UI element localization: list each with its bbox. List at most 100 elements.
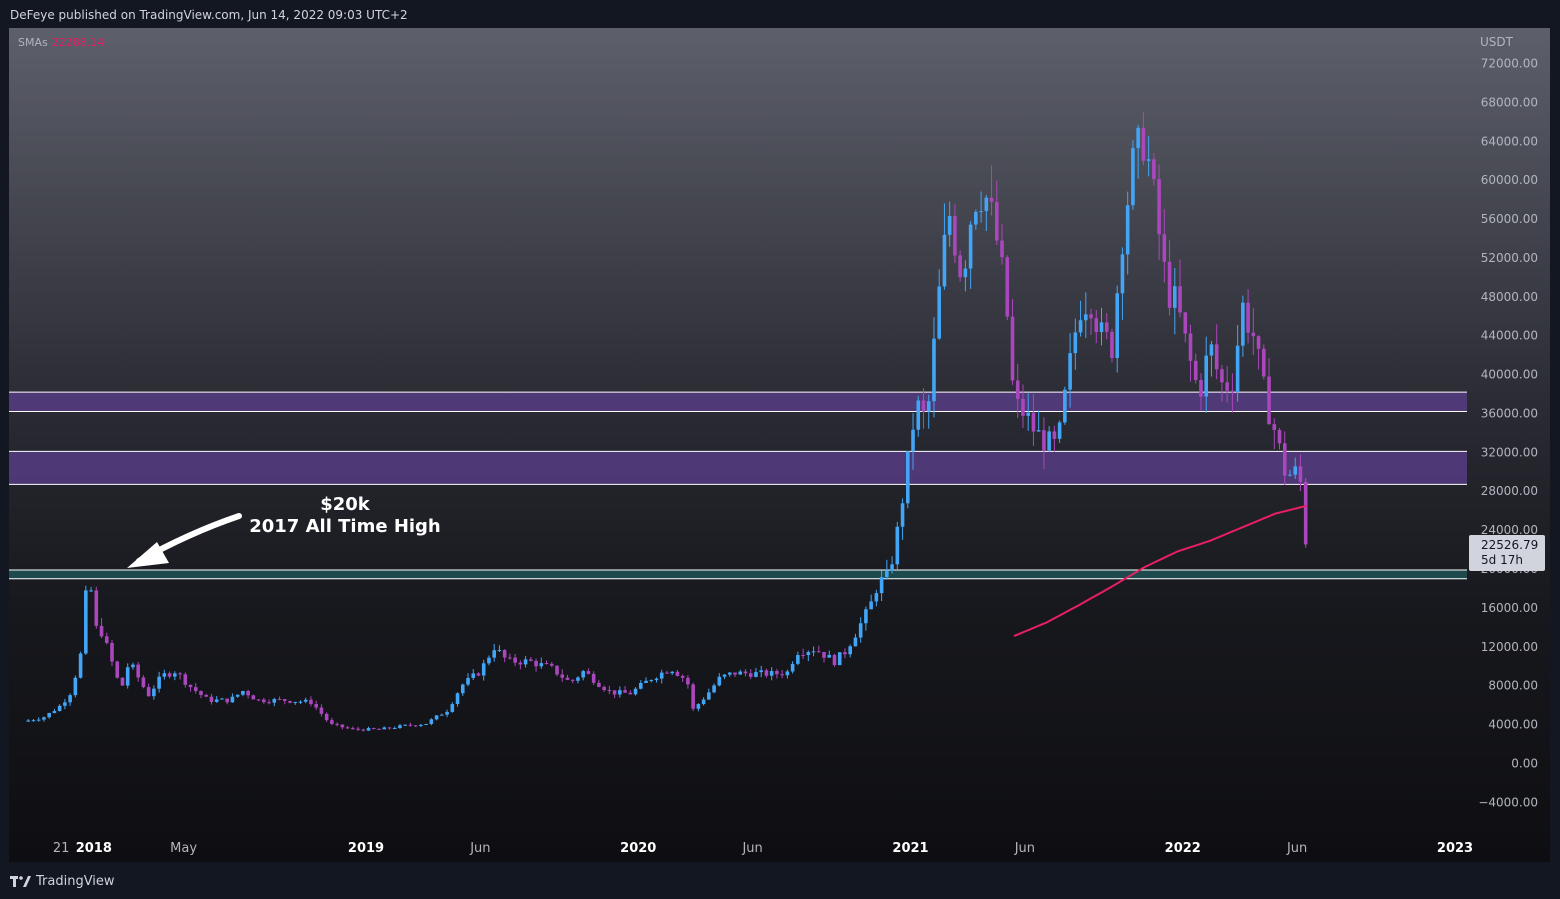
candle-body (623, 690, 627, 693)
candle-body (492, 650, 496, 658)
candle-body (1031, 412, 1036, 432)
candle-body (1193, 360, 1198, 380)
candle-body (1042, 430, 1046, 451)
candle-body (691, 684, 695, 709)
candle-body (1152, 159, 1156, 180)
candle-body (1115, 293, 1120, 359)
candle-body (989, 197, 994, 202)
candle-body (1199, 379, 1203, 397)
bar-countdown: 5d 17h (1481, 553, 1523, 567)
candle-body (848, 646, 853, 655)
candle-body (806, 652, 811, 656)
candle-body (52, 710, 57, 713)
candle-body (869, 601, 873, 610)
candle-body (136, 664, 140, 678)
candle-body (1131, 148, 1135, 206)
candle-body (1078, 320, 1083, 333)
candle-body (1021, 398, 1025, 416)
candle-body (769, 671, 774, 676)
candle-body (518, 662, 523, 665)
candle-body (1246, 302, 1250, 333)
candle-body (183, 674, 188, 685)
candle-body (733, 672, 737, 675)
candle-body (99, 625, 104, 637)
candle-body (1214, 344, 1219, 370)
candle-body (796, 655, 800, 664)
candle-body (125, 667, 130, 686)
candle-body (398, 725, 402, 728)
y-tick-label: 64000.00 (1481, 134, 1538, 148)
candle-body (303, 699, 308, 702)
candle-body (502, 650, 507, 658)
x-tick-label: Jun (1286, 841, 1307, 856)
candle-body (1241, 302, 1245, 346)
candle-body (225, 698, 229, 703)
candle-body (1303, 481, 1308, 545)
candle-body (1288, 474, 1292, 476)
candle-body (895, 526, 900, 565)
candle-body (1256, 336, 1261, 349)
candle-body (1293, 466, 1298, 475)
y-tick-label: 12000.00 (1481, 640, 1538, 654)
candle-body (345, 727, 350, 729)
candle-body (822, 651, 826, 658)
tradingview-brand[interactable]: TradingView (10, 874, 115, 889)
candle-body (570, 679, 575, 681)
candle-body (591, 673, 596, 683)
y-tick-label: 8000.00 (1488, 679, 1538, 693)
y-tick-label: 24000.00 (1481, 523, 1538, 537)
candle-body (523, 659, 528, 665)
candle-body (1057, 422, 1062, 439)
indicator-legend[interactable]: SMAs 22288.14 (18, 36, 104, 49)
candle-body (1063, 389, 1067, 423)
price-axis: USDT 72000.00 68000.00 64000.00 60000.00 5600… (1478, 35, 1538, 809)
candle-body (73, 677, 78, 696)
candle-body (1000, 240, 1004, 258)
candle-body (63, 702, 67, 706)
x-tick-label: 2019 (348, 841, 384, 856)
candle-body (1230, 390, 1235, 393)
candle-body (157, 676, 161, 689)
candle-body (209, 696, 214, 702)
candle-body (188, 684, 193, 688)
candle-body (633, 688, 638, 695)
candle-body (262, 699, 266, 703)
candle-body (272, 699, 277, 703)
candle-body (1251, 332, 1256, 337)
time-axis: 21 2018 May 2019 Jun 2020 Jun 2021 Jun 2022 Jun 202… (53, 841, 1473, 856)
candle-body (905, 451, 910, 504)
candle-body (476, 673, 481, 676)
candle-body (1267, 376, 1271, 425)
candle-body (214, 699, 219, 702)
support-zones (9, 391, 1467, 580)
candle-body (607, 690, 612, 692)
candle-body (602, 686, 606, 691)
candle-body (979, 211, 983, 213)
candle-body (1220, 369, 1224, 383)
y-tick-label: 60000.00 (1481, 173, 1538, 187)
candle-body (994, 201, 999, 241)
candle-body (94, 590, 99, 626)
x-tick-label: 2022 (1165, 841, 1201, 856)
price-chart[interactable]: USDT 72000.00 68000.00 64000.00 60000.00 5600… (9, 28, 1550, 862)
candle-body (246, 691, 250, 696)
candle-body (916, 400, 921, 430)
candle-body (1099, 322, 1104, 333)
candle-body (460, 684, 465, 694)
candle-body (408, 724, 413, 726)
candle-body (712, 685, 716, 693)
candle-body (885, 570, 889, 578)
x-tick-label: 2018 (76, 841, 112, 856)
candle-body (78, 653, 83, 678)
candle-body (241, 691, 245, 695)
candle-body (707, 692, 711, 700)
candle-body (450, 704, 455, 712)
candle-body (508, 657, 512, 659)
candle-body (1026, 412, 1031, 416)
candle-body (434, 715, 439, 720)
candle-body (717, 676, 722, 686)
candle-body (178, 673, 182, 675)
candle-body (680, 675, 685, 678)
candle-body (890, 564, 894, 571)
candle-body (487, 657, 491, 664)
